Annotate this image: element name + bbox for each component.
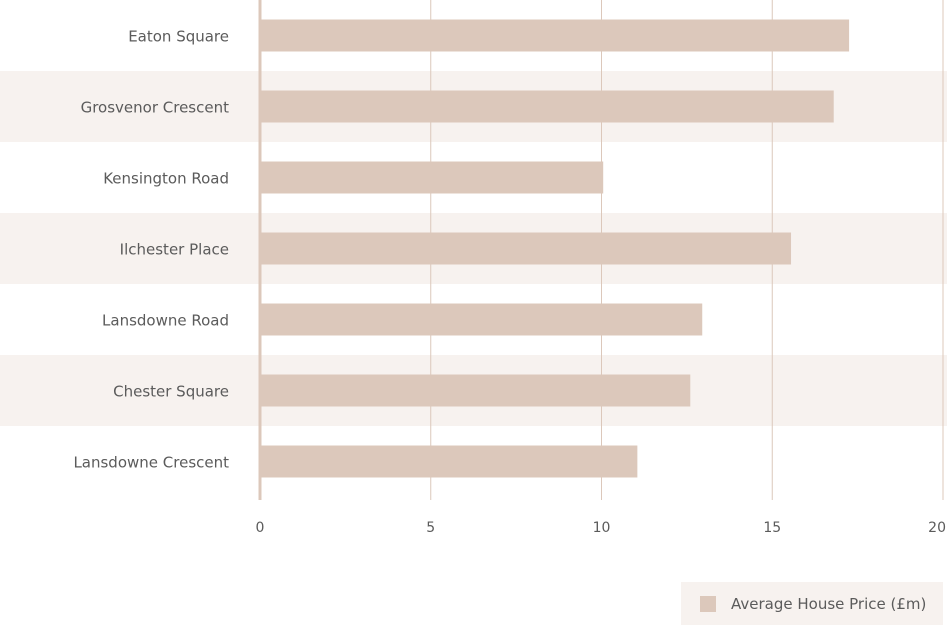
tick-label: 5 [426, 520, 435, 536]
tick-label: 20 [928, 520, 946, 536]
category-label: Grosvenor Crescent [81, 99, 230, 117]
tick-label: 15 [763, 520, 781, 536]
category-label: Chester Square [113, 383, 229, 401]
bar [260, 445, 638, 478]
legend-swatch [700, 595, 716, 612]
bar [260, 374, 691, 407]
category-label: Ilchester Place [120, 241, 229, 259]
tick-label: 10 [593, 520, 611, 536]
bar [260, 232, 792, 265]
bar [260, 161, 604, 194]
bar [260, 303, 703, 336]
category-label: Kensington Road [103, 170, 229, 188]
legend: Average House Price (£m) [681, 582, 943, 625]
tick-label: 0 [256, 520, 265, 536]
category-label: Lansdowne Road [102, 312, 229, 330]
legend-label: Average House Price (£m) [731, 594, 927, 613]
category-label: Eaton Square [128, 28, 229, 46]
category-label: Lansdowne Crescent [73, 454, 229, 472]
bar [260, 19, 850, 52]
bar [260, 90, 834, 123]
